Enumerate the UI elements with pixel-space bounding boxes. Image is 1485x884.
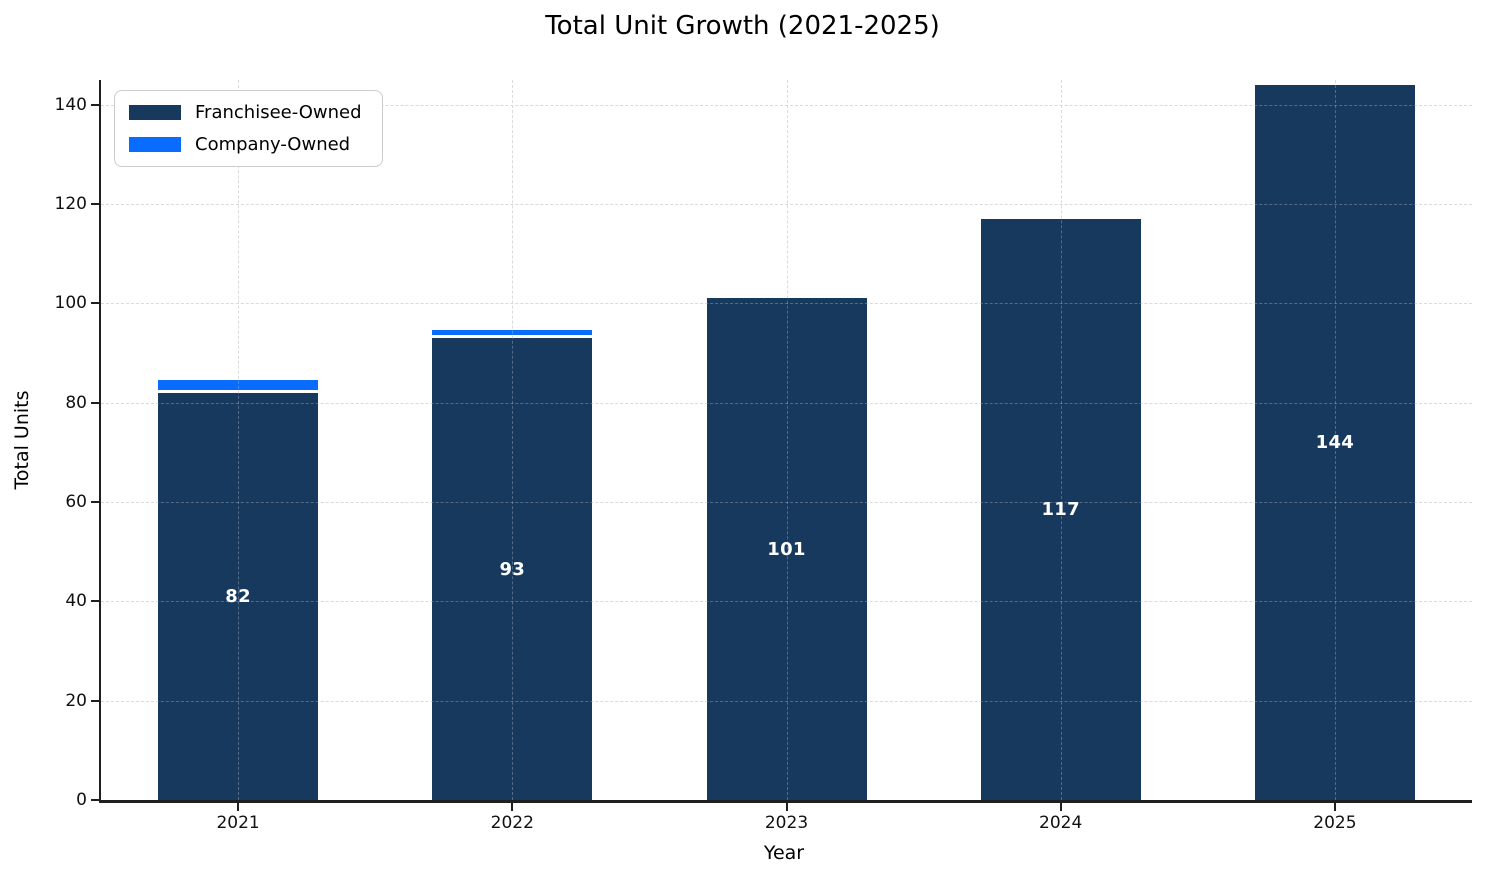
bars-layer: 82 93 101 117 144 bbox=[101, 80, 1472, 800]
bar-value-label: 93 bbox=[499, 558, 526, 580]
legend-entry-company: Company-Owned bbox=[129, 134, 362, 155]
bar-segment-company-owned bbox=[158, 379, 319, 390]
y-tick-mark bbox=[90, 103, 99, 106]
bar-value-label: 144 bbox=[1315, 431, 1355, 453]
bar-value-label: 101 bbox=[767, 538, 806, 560]
x-tick-label: 2023 bbox=[764, 813, 809, 833]
y-tick-label: 40 bbox=[65, 591, 87, 612]
x-tick-mark bbox=[785, 803, 788, 811]
legend-entry-franchisee: Franchisee-Owned bbox=[129, 102, 362, 123]
bar-segment-franchisee-owned: 82 bbox=[158, 392, 319, 800]
y-tick-label: 100 bbox=[54, 293, 87, 314]
y-tick-label: 60 bbox=[65, 492, 87, 513]
y-tick-mark bbox=[90, 203, 99, 206]
legend-swatch-franchisee bbox=[129, 105, 181, 120]
bar-2021: 82 bbox=[158, 379, 319, 800]
x-tick-label: 2021 bbox=[216, 813, 260, 833]
legend: Franchisee-Owned Company-Owned bbox=[114, 90, 383, 167]
x-axis-label: Year bbox=[763, 842, 805, 864]
y-tick-mark bbox=[90, 401, 99, 404]
bar-2023: 101 bbox=[706, 298, 867, 800]
x-tick-label: 2022 bbox=[490, 813, 534, 833]
bar-value-label: 117 bbox=[1041, 499, 1080, 521]
chart-title: Total Unit Growth (2021-2025) bbox=[545, 11, 940, 41]
y-tick-label: 80 bbox=[65, 392, 87, 413]
y-tick-label: 0 bbox=[76, 790, 87, 810]
x-tick-label: 2025 bbox=[1313, 813, 1357, 833]
y-tick-label: 20 bbox=[65, 690, 87, 711]
bar-segment-company-owned bbox=[432, 330, 593, 336]
bar-segment-franchisee-owned: 144 bbox=[1254, 84, 1415, 800]
y-axis-label: Total Units bbox=[11, 390, 33, 490]
x-tick-mark bbox=[511, 803, 514, 811]
bar-2025: 144 bbox=[1254, 84, 1415, 800]
y-tick-label: 120 bbox=[54, 194, 87, 215]
y-tick-mark bbox=[90, 799, 99, 801]
x-tick-mark bbox=[1059, 803, 1062, 811]
bar-segment-franchisee-owned: 117 bbox=[980, 219, 1141, 800]
legend-label-franchisee: Franchisee-Owned bbox=[195, 102, 362, 123]
y-tick-mark bbox=[90, 302, 99, 305]
x-tick-mark bbox=[237, 803, 240, 811]
ticks-layer: 0 20 40 60 80 100 120 140 2021 2022 2023 2024 2025 bbox=[55, 80, 1472, 833]
y-tick-label: 140 bbox=[54, 94, 87, 115]
legend-label-company: Company-Owned bbox=[195, 134, 351, 155]
y-tick-mark bbox=[90, 600, 99, 603]
y-tick-mark bbox=[90, 501, 99, 504]
legend-swatch-company bbox=[129, 137, 181, 152]
bar-2022: 93 bbox=[432, 330, 593, 800]
x-tick-mark bbox=[1333, 803, 1336, 811]
bar-value-label: 82 bbox=[225, 585, 251, 607]
bar-2024: 117 bbox=[980, 219, 1141, 800]
x-tick-label: 2024 bbox=[1039, 813, 1083, 833]
plot-area: 82 93 101 117 144 0 20 40 60 80 100 120 140 2021 2022… bbox=[55, 80, 1472, 833]
y-tick-mark bbox=[90, 699, 99, 702]
bar-segment-franchisee-owned: 101 bbox=[706, 298, 867, 800]
bar-segment-franchisee-owned: 93 bbox=[432, 338, 593, 800]
